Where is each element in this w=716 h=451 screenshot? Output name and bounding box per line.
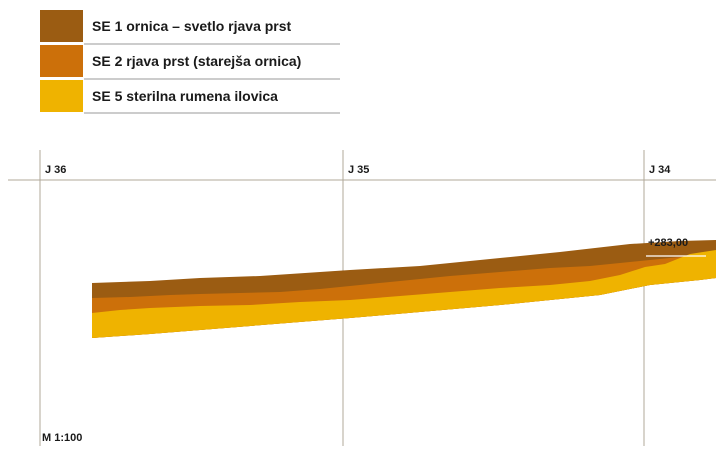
swatch-se2: [40, 45, 83, 77]
scale-label: M 1:100: [42, 432, 82, 444]
legend-label: SE 5 sterilna rumena ilovica: [92, 88, 278, 104]
legend-label: SE 1 ornica – svetlo rjava prst: [92, 18, 292, 34]
swatch-se1: [40, 10, 83, 42]
legend: SE 1 ornica – svetlo rjava prst SE 2 rja…: [40, 10, 340, 114]
grid-label: J 34: [649, 164, 671, 176]
swatch-se5: [40, 80, 83, 112]
soil-layers: [92, 240, 716, 338]
elevation-label: +283,00: [648, 237, 688, 249]
grid-label: J 36: [45, 164, 66, 176]
legend-label: SE 2 rjava prst (starejša ornica): [92, 53, 301, 69]
layer-se5: [92, 250, 716, 338]
grid-label: J 35: [348, 164, 369, 176]
